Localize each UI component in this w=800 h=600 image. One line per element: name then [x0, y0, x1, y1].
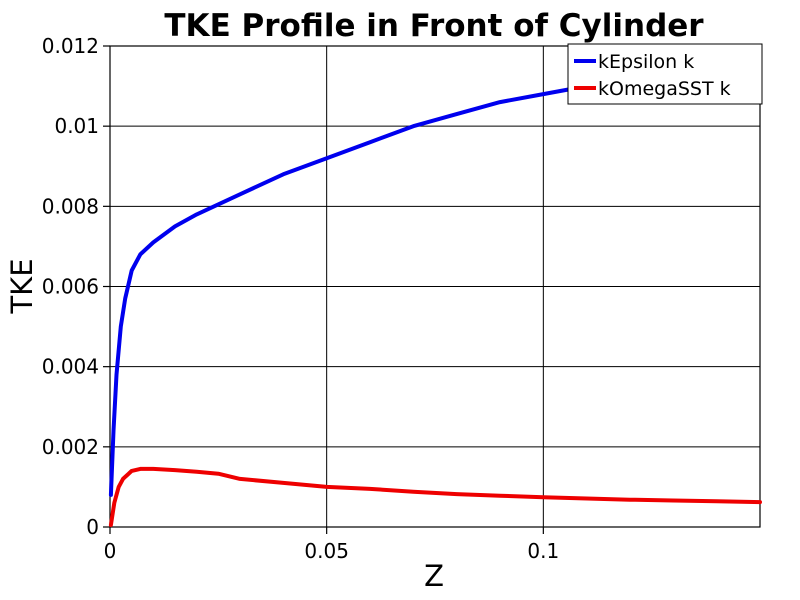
- y-tick-label: 0.012: [42, 34, 99, 58]
- chart-title: TKE Profile in Front of Cylinder: [164, 8, 704, 44]
- y-tick-label: 0.004: [42, 355, 99, 379]
- legend-box: [567, 43, 763, 105]
- series-layer: [108, 76, 762, 527]
- legend-label-0: kEpsilon k: [598, 51, 694, 73]
- y-tick-label: 0.008: [42, 194, 99, 218]
- x-tick-label: 0: [104, 539, 117, 563]
- y-tick-label: 0.006: [42, 275, 99, 299]
- x-tick-label: 0.05: [304, 539, 349, 563]
- series-line-1: [108, 466, 762, 527]
- y-tick-label: 0.002: [42, 435, 99, 459]
- series-line-0: [108, 76, 632, 497]
- y-tick-label: 0.01: [54, 114, 99, 138]
- y-axis: 0 0.002 0.004 0.006 0.008 0.01 0.012: [42, 34, 110, 539]
- x-tick-label: 0.1: [527, 539, 559, 563]
- y-axis-label: TKE: [5, 258, 39, 314]
- legend-label-1: kOmegaSST k: [598, 78, 731, 100]
- x-axis-label: Z: [424, 559, 444, 593]
- x-axis: 0 0.05 0.1: [104, 527, 559, 563]
- legend: kEpsilon k kOmegaSST k: [567, 43, 763, 105]
- y-tick-label: 0: [86, 515, 99, 539]
